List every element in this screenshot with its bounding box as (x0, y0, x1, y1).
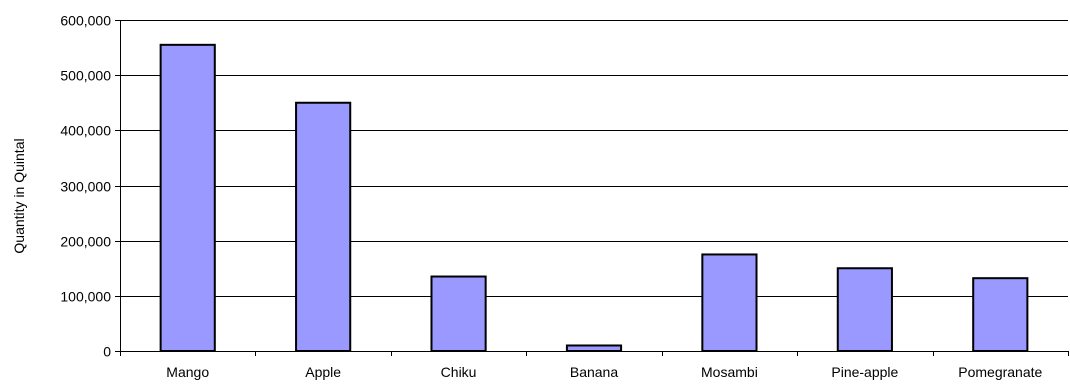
y-axis-title: Quantity in Quintal (11, 138, 27, 253)
y-tick-label: 400,000 (60, 123, 111, 139)
bar-mosambi (701, 253, 758, 352)
axes (115, 20, 1069, 356)
x-tick-label: Apple (305, 364, 341, 380)
x-tick-label: Mango (166, 364, 209, 380)
bar-pine-apple (836, 267, 893, 352)
y-tick-label: 100,000 (60, 289, 111, 305)
x-tick-label: Pine-apple (831, 364, 898, 380)
y-tick-label: 0 (103, 344, 111, 360)
bar-mango (159, 43, 216, 352)
bars (159, 43, 1029, 353)
y-tick-label: 500,000 (60, 68, 111, 84)
x-tick-label: Banana (570, 364, 618, 380)
bar-pomegranate (972, 277, 1029, 352)
bar-apple (295, 101, 352, 352)
x-tick-label: Chiku (441, 364, 477, 380)
bar-chiku (430, 275, 487, 352)
x-tick-label: Pomegranate (958, 364, 1042, 380)
y-tick-label: 200,000 (60, 234, 111, 250)
y-tick-labels: 0 100,000 200,000 300,000 400,000 500,000 600,… (60, 13, 111, 360)
bar-banana (565, 344, 623, 353)
y-tick-label: 300,000 (60, 179, 111, 195)
x-tick-labels: Mango Apple Chiku Banana Mosambi Pine-apple Po… (166, 364, 1042, 380)
gridlines (120, 20, 1068, 297)
x-tick-label: Mosambi (701, 364, 758, 380)
y-tick-label: 600,000 (60, 13, 111, 29)
